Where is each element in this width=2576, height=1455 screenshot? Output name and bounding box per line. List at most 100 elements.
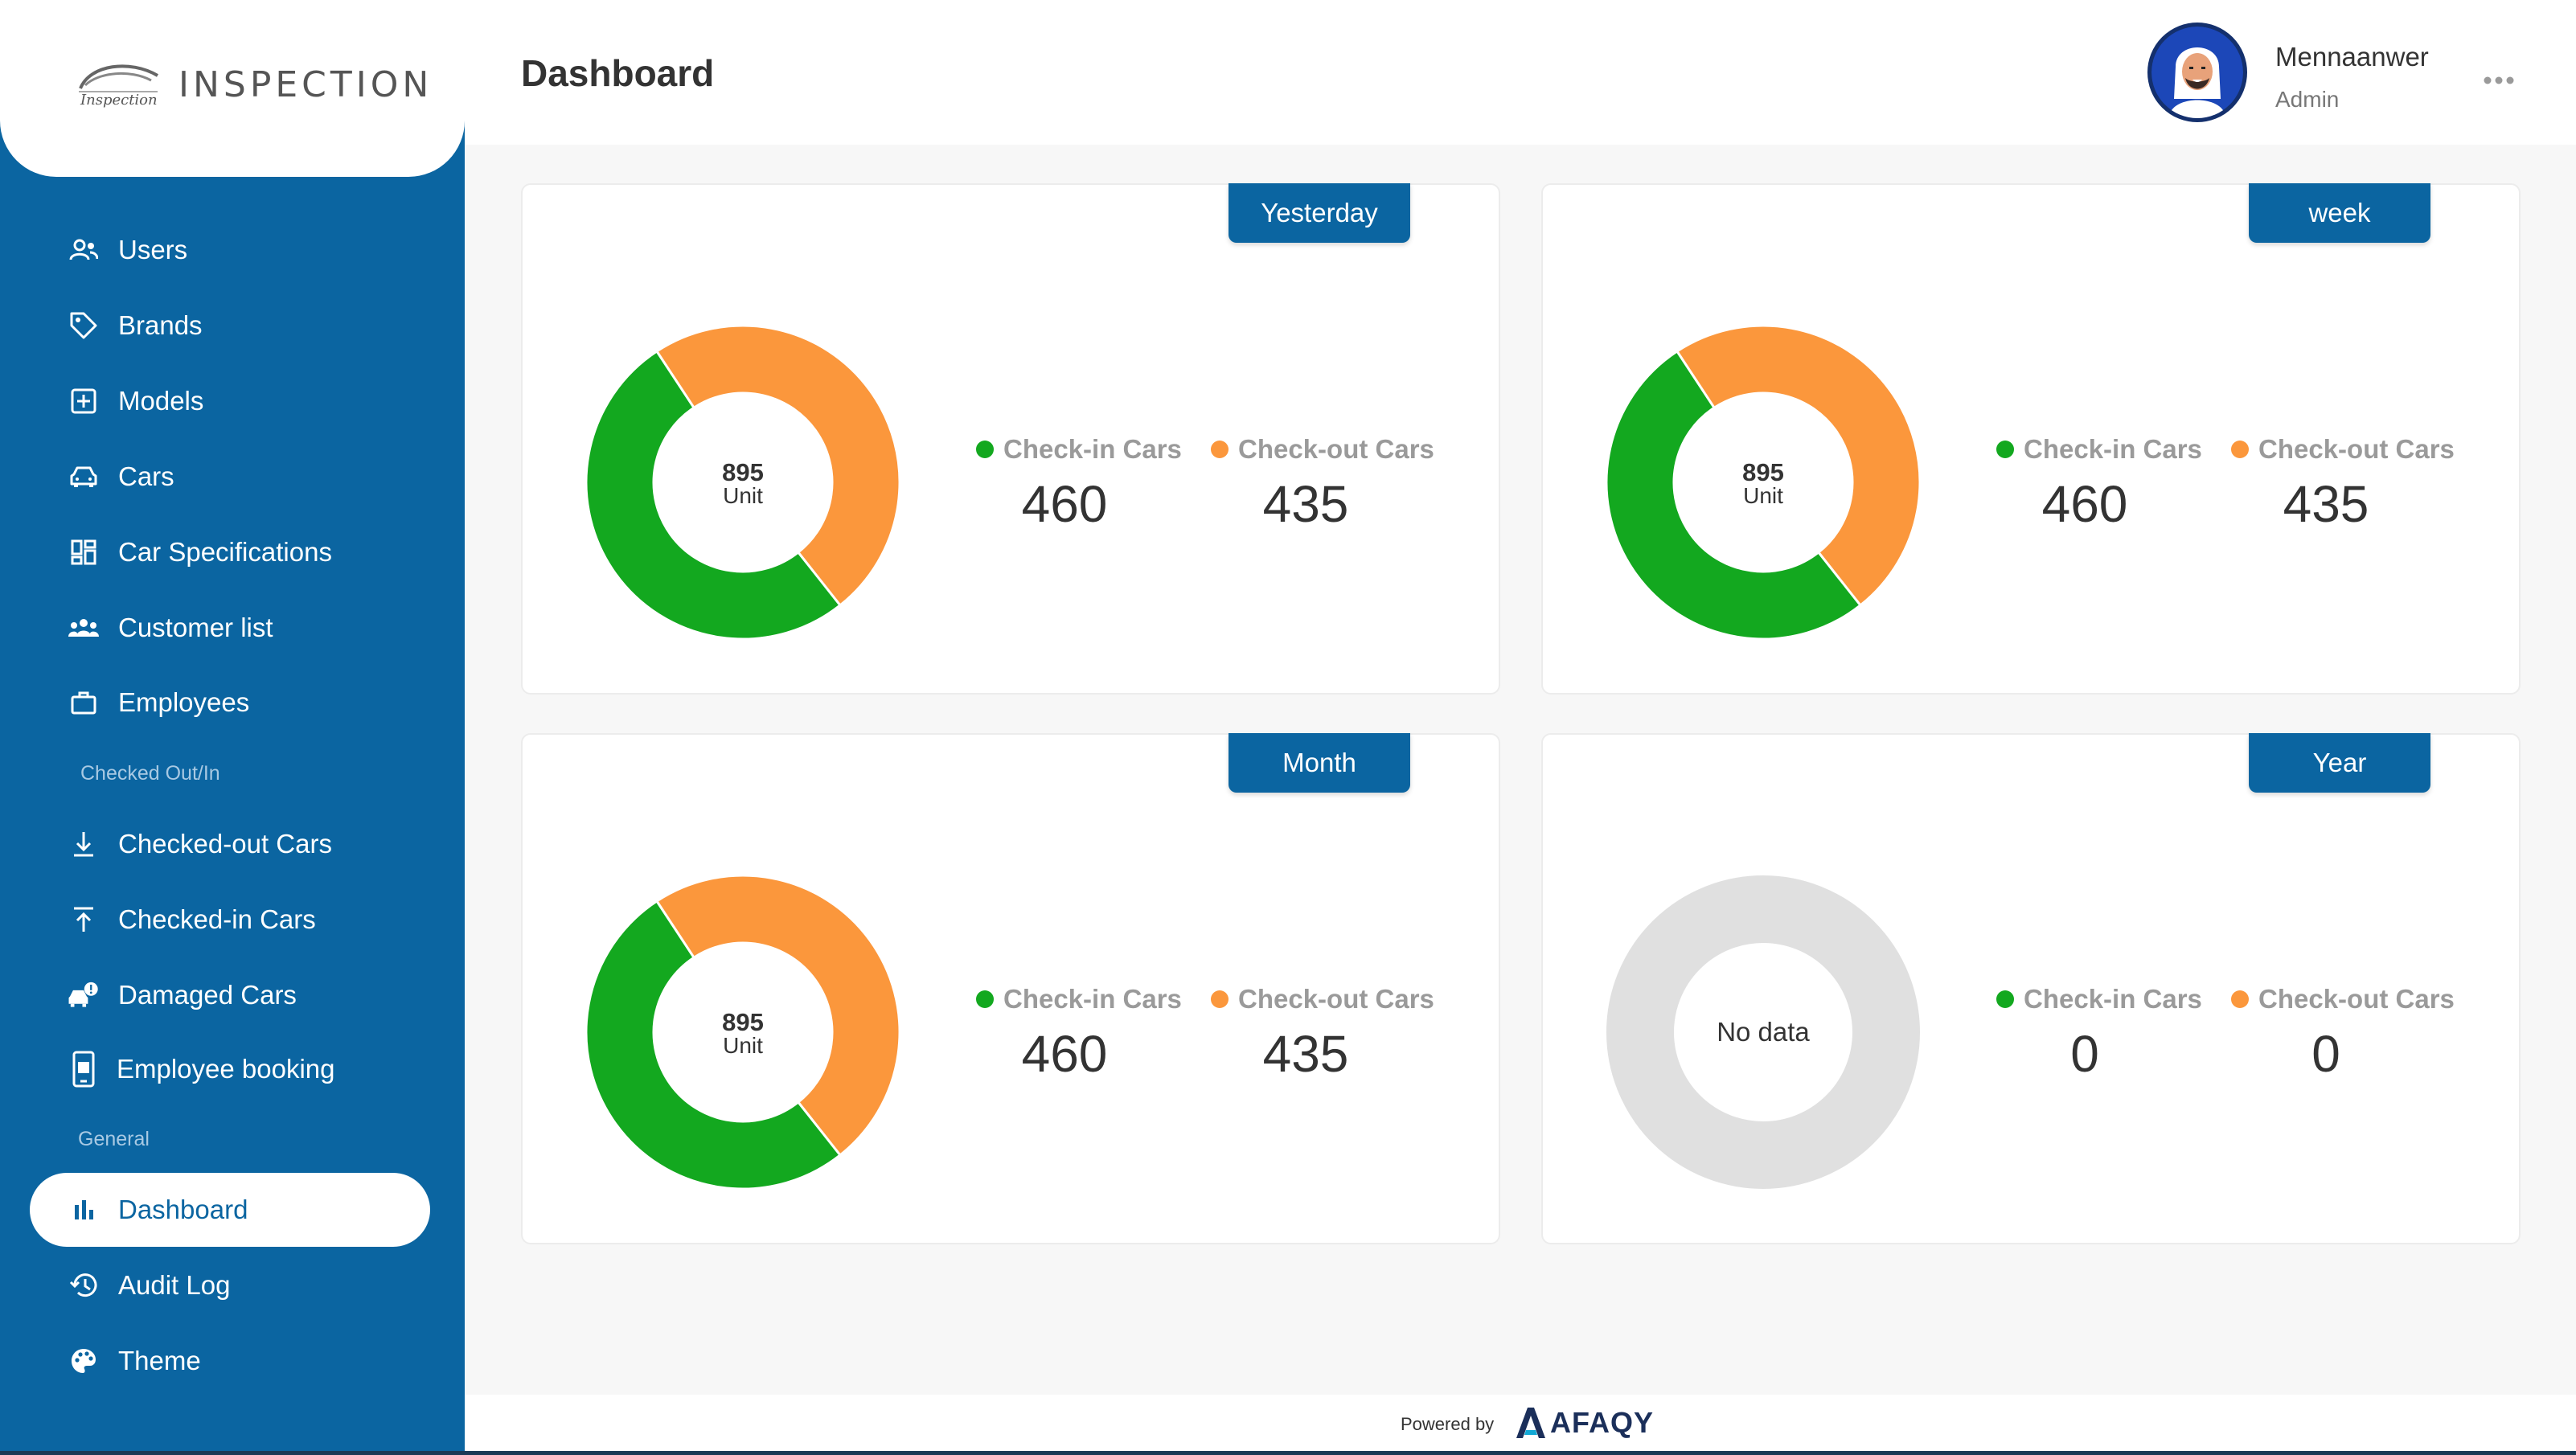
- header: Dashboard Mennaanwer Admin: [465, 0, 2576, 145]
- checkout-dot: [1211, 441, 1229, 458]
- checkout-label: Check-out Cars: [1238, 984, 1434, 1014]
- sidebar-item-employees[interactable]: Employees: [0, 670, 465, 735]
- sidebar-item-brands[interactable]: Brands: [0, 293, 465, 358]
- checkout-count: 0: [2311, 1025, 2340, 1083]
- sidebar-item-customer-list[interactable]: Customer list: [0, 596, 465, 660]
- donut-chart: No data: [1606, 875, 1920, 1189]
- avatar[interactable]: [2147, 23, 2247, 122]
- legend-checkin: Check-in Cars: [976, 984, 1182, 1014]
- sidebar-item-users[interactable]: Users: [0, 218, 465, 282]
- period-badge[interactable]: Month: [1229, 733, 1410, 793]
- sidebar-item-car-specifications[interactable]: Car Specifications: [0, 520, 465, 584]
- checkin-dot: [1996, 990, 2014, 1008]
- more-horizontal-icon[interactable]: [2475, 64, 2523, 96]
- upload-icon: [68, 904, 100, 936]
- sidebar-item-cars[interactable]: Cars: [0, 445, 465, 509]
- user-role: Admin: [2275, 87, 2340, 112]
- powered-by-text: Powered by: [1401, 1414, 1495, 1434]
- legend-checkin: Check-in Cars: [976, 434, 1182, 465]
- period-badge[interactable]: Year: [2249, 733, 2430, 793]
- briefcase-icon: [68, 687, 100, 719]
- checkin-dot: [1996, 441, 2014, 458]
- sidebar-item-label: Checked-in Cars: [118, 904, 316, 934]
- sidebar-item-label: Theme: [118, 1346, 201, 1375]
- checkout-label: Check-out Cars: [2258, 984, 2455, 1014]
- afaqy-logo[interactable]: AFAQY: [1515, 1403, 1654, 1443]
- sidebar-item-theme[interactable]: Theme: [0, 1329, 465, 1393]
- checkin-label: Check-in Cars: [1003, 984, 1182, 1014]
- damaged-car-icon: [68, 979, 100, 1011]
- donut-unit: Unit: [1743, 483, 1783, 508]
- sidebar-item-label: Checked-out Cars: [118, 829, 332, 859]
- footer: Powered by AFAQY: [465, 1395, 2576, 1451]
- period-badge[interactable]: Yesterday: [1229, 183, 1410, 243]
- page-title: Dashboard: [521, 52, 715, 94]
- svg-text:Inspection: Inspection: [80, 92, 158, 108]
- checkout-dot: [2231, 990, 2249, 1008]
- users-icon: [68, 234, 100, 266]
- donut-slice-checkout[interactable]: [1675, 325, 1921, 608]
- car-icon: [68, 461, 100, 493]
- donut-slice-checkin[interactable]: [585, 349, 843, 640]
- booking-icon: [68, 1051, 100, 1088]
- sidebar-item-damaged-cars[interactable]: Damaged Cars: [0, 963, 465, 1027]
- donut-empty-ring: [1606, 875, 1920, 1189]
- checkin-dot: [976, 441, 994, 458]
- user-name[interactable]: Mennaanwer: [2275, 42, 2429, 72]
- stats-card-month: Month 895 Unit Check-in Cars Check-out Ca…: [521, 733, 1500, 1244]
- sidebar-item-label: Brands: [118, 310, 203, 340]
- donut-slice-checkout[interactable]: [654, 875, 900, 1158]
- download-icon: [68, 828, 100, 860]
- sidebar-item-dashboard[interactable]: Dashboard: [30, 1173, 430, 1247]
- stats-card-week: week 895 Unit Check-in Cars Check-out Car…: [1541, 183, 2521, 695]
- donut-unit: Unit: [723, 1033, 763, 1058]
- legend-checkout: Check-out Cars: [1211, 984, 1434, 1014]
- checkout-count: 435: [1262, 475, 1349, 533]
- checkin-dot: [976, 990, 994, 1008]
- donut-total: 895: [722, 1008, 764, 1036]
- checkout-dot: [1211, 990, 1229, 1008]
- donut-slice-checkout[interactable]: [654, 325, 900, 608]
- stats-card-yesterday: Yesterday 895 Unit Check-in Cars Check-ou…: [521, 183, 1500, 695]
- sidebar-item-employee-booking[interactable]: Employee booking: [0, 1037, 465, 1101]
- tag-icon: [68, 309, 100, 342]
- checkin-label: Check-in Cars: [2024, 434, 2202, 464]
- donut-unit: Unit: [723, 483, 763, 508]
- sidebar-item-label: Employees: [118, 687, 250, 717]
- donut-total: 895: [722, 458, 764, 486]
- sidebar-item-label: Cars: [118, 461, 174, 491]
- bottom-bar: [0, 1451, 2576, 1455]
- sidebar-item-audit-log[interactable]: Audit Log: [0, 1253, 465, 1318]
- checkout-dot: [2231, 441, 2249, 458]
- section-label-checked: Checked Out/In: [80, 762, 220, 785]
- afaqy-mark-icon: [1516, 1408, 1545, 1438]
- legend-checkout: Check-out Cars: [2231, 434, 2455, 465]
- car-emblem-icon: Inspection: [79, 64, 159, 108]
- logo-area[interactable]: Inspection INSPECTION: [0, 0, 465, 177]
- donut-slice-checkin[interactable]: [1606, 349, 1863, 640]
- grid-icon: [68, 536, 100, 568]
- section-label-general: General: [78, 1128, 150, 1150]
- sidebar-item-checked-out-cars[interactable]: Checked-out Cars: [0, 812, 465, 876]
- sidebar-item-label: Customer list: [118, 613, 273, 642]
- checkin-label: Check-in Cars: [2024, 984, 2202, 1014]
- sidebar-item-label: Audit Log: [118, 1270, 231, 1300]
- model-box-icon: [68, 385, 100, 417]
- donut-total: 895: [1742, 458, 1784, 486]
- sidebar-item-label: Employee booking: [117, 1054, 335, 1084]
- afaqy-text: AFAQY: [1550, 1406, 1655, 1439]
- period-badge[interactable]: week: [2249, 183, 2430, 243]
- sidebar-item-checked-in-cars[interactable]: Checked-in Cars: [0, 887, 465, 952]
- checkin-count: 460: [2041, 475, 2128, 533]
- donut-slice-checkin[interactable]: [585, 899, 843, 1190]
- sidebar-item-models[interactable]: Models: [0, 369, 465, 433]
- legend-checkin: Check-in Cars: [1996, 434, 2202, 465]
- sidebar-item-label: Damaged Cars: [118, 980, 297, 1010]
- checkin-count: 460: [1021, 475, 1108, 533]
- checkin-label: Check-in Cars: [1003, 434, 1182, 464]
- sidebar-item-label: Models: [118, 386, 204, 416]
- palette-icon: [68, 1345, 100, 1377]
- legend-checkout: Check-out Cars: [2231, 984, 2455, 1014]
- sidebar-item-label: Car Specifications: [118, 537, 332, 567]
